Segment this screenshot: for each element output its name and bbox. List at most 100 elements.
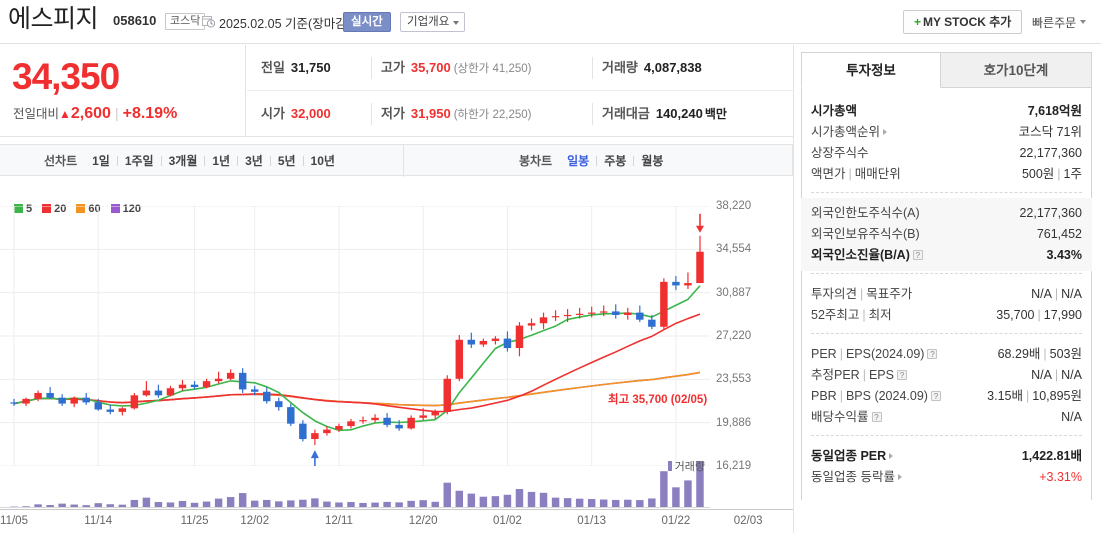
label-part: EPS(2024.09): [845, 347, 925, 361]
period-3년[interactable]: 3년: [245, 154, 263, 168]
open-label: 시가: [261, 106, 285, 121]
info-value: 7,618억원: [1028, 101, 1082, 122]
upper-limit: (상한가 41,250): [453, 63, 532, 75]
chevron-right-icon[interactable]: [883, 129, 888, 135]
candle-body: [46, 392, 54, 398]
label-part: 상장주식수: [811, 146, 869, 160]
volume-bar: [70, 504, 78, 508]
candle-일봉[interactable]: 일봉: [567, 154, 590, 168]
volume-bar: [563, 498, 572, 508]
info-row: 시가총액 7,618억원: [801, 101, 1092, 122]
panel-tabs: 투자정보 호가10단계: [801, 52, 1092, 88]
section-divider: [811, 192, 1082, 193]
company-overview-button[interactable]: 기업개요: [400, 12, 466, 32]
candle-body: [154, 390, 163, 396]
value-part: +3.31%: [1039, 470, 1082, 484]
volume-bar: [311, 498, 319, 508]
candle-body: [672, 281, 680, 286]
candle-body: [371, 417, 379, 421]
period-1년[interactable]: 1년: [212, 154, 231, 168]
help-icon[interactable]: ?: [871, 412, 882, 422]
volume-bar: [696, 461, 704, 508]
volume-bar: [166, 502, 175, 508]
quote-date: 2025.02.05 기준(장마감): [219, 17, 351, 31]
date-tick: 12/02: [240, 515, 270, 527]
info-value: N/A | N/A: [1031, 284, 1082, 305]
low-cell: 저가 31,950 (하한가 22,250): [381, 105, 531, 124]
candle-주봉[interactable]: 주봉: [604, 154, 627, 168]
price-tick: 27,220: [716, 329, 752, 342]
info-value: 761,452: [1037, 224, 1082, 245]
info-label: PBR | BPS (2024.09)?: [811, 386, 941, 407]
candle-body: [551, 316, 560, 318]
period-1주일[interactable]: 1주일: [124, 154, 154, 168]
info-group: 시가총액 7,618억원 시가총액순위 코스닥 71위 상장주식수 22,177,360 액…: [801, 96, 1092, 190]
date-axis: 11/05 11/14 11/25 12/02 12/11 12/20 01/02 01/13…: [0, 509, 793, 533]
divider: [596, 155, 598, 166]
volume-bar: [250, 500, 259, 508]
info-value: 22,177,360: [1019, 203, 1082, 224]
volume-bar: [467, 493, 476, 508]
divider: [269, 155, 271, 166]
change-percent: +8.19%: [122, 105, 178, 122]
quick-order-button[interactable]: 빠른주문: [1032, 14, 1087, 31]
help-icon[interactable]: ?: [927, 349, 938, 359]
volume-bar: [178, 500, 187, 508]
prev-close-label: 전일: [261, 60, 285, 75]
candle-body: [238, 372, 247, 390]
candle-월봉[interactable]: 월봉: [641, 154, 664, 168]
info-group: 외국인한도주식수(A) 22,177,360 외국인보유주식수(B) 761,452 외…: [801, 198, 1092, 271]
ma-line-5: [13, 285, 701, 432]
period-5년[interactable]: 5년: [277, 154, 296, 168]
info-row: PER | EPS(2024.09)? 68.29배 | 503원: [801, 344, 1092, 365]
info-value: 35,700 | 17,990: [996, 305, 1082, 326]
candle-body: [636, 312, 644, 320]
line-chart-period-group: 선차트 1일 1주일 3개월 1년 3년 5년 10년: [44, 152, 342, 170]
tab-orderbook-10[interactable]: 호가10단계: [941, 52, 1092, 88]
chevron-right-icon[interactable]: [897, 474, 902, 480]
label-part: EPS: [868, 368, 894, 382]
chevron-right-icon[interactable]: [889, 453, 894, 459]
candle-body: [660, 281, 668, 327]
period-10년[interactable]: 10년: [310, 154, 335, 168]
info-value: 코스닥 71위: [1019, 122, 1082, 143]
info-label: 상장주식수: [811, 143, 869, 164]
date-tick: 02/03: [733, 515, 763, 527]
period-1일[interactable]: 1일: [92, 154, 110, 168]
realtime-badge[interactable]: 실시간: [343, 12, 391, 32]
info-value: 3.15배 | 10,895원: [987, 386, 1082, 407]
help-icon[interactable]: ?: [912, 250, 923, 260]
info-label: 액면가 | 매매단위: [811, 164, 901, 185]
low-value: 31,950: [410, 106, 451, 121]
divider: |: [1057, 167, 1061, 181]
label-part: PER: [811, 347, 837, 361]
divider: [403, 145, 404, 177]
info-group: 투자의견 | 목표주가 N/A | N/A 52주최고 | 최저 35,700 | 17,990: [801, 279, 1092, 331]
add-my-stock-button[interactable]: + MY STOCK 추가: [903, 10, 1023, 34]
tab-investment-info[interactable]: 투자정보: [801, 52, 941, 88]
divider: [371, 57, 372, 79]
open-value: 32,000: [290, 106, 331, 121]
candlestick-plot[interactable]: [0, 206, 710, 466]
info-value: 1,422.81배: [1022, 446, 1082, 467]
value-part: N/A: [1061, 368, 1082, 382]
page-header: 에스피지 058610 코스닥 2025.02.05 기준(장마감) 실시간 기…: [0, 0, 1101, 44]
high-value: 35,700: [410, 60, 451, 75]
chevron-down-icon: [453, 21, 460, 25]
value-part: N/A: [1061, 410, 1082, 424]
value-part: N/A: [1061, 287, 1082, 301]
info-label: 시가총액순위: [811, 122, 888, 143]
info-row: 배당수익률? N/A: [801, 407, 1092, 428]
info-group: PER | EPS(2024.09)? 68.29배 | 503원 추정PER | EPS? N/…: [801, 339, 1092, 433]
volume-bar: [335, 502, 343, 508]
price-tick: 23,553: [716, 373, 752, 386]
help-icon[interactable]: ?: [930, 391, 941, 401]
label-part: 액면가: [811, 167, 846, 181]
help-icon[interactable]: ?: [896, 370, 907, 380]
volume-bar: [359, 502, 367, 508]
candle-body: [696, 251, 704, 284]
label-part: BPS (2024.09): [845, 389, 928, 403]
period-3개월[interactable]: 3개월: [168, 154, 198, 168]
